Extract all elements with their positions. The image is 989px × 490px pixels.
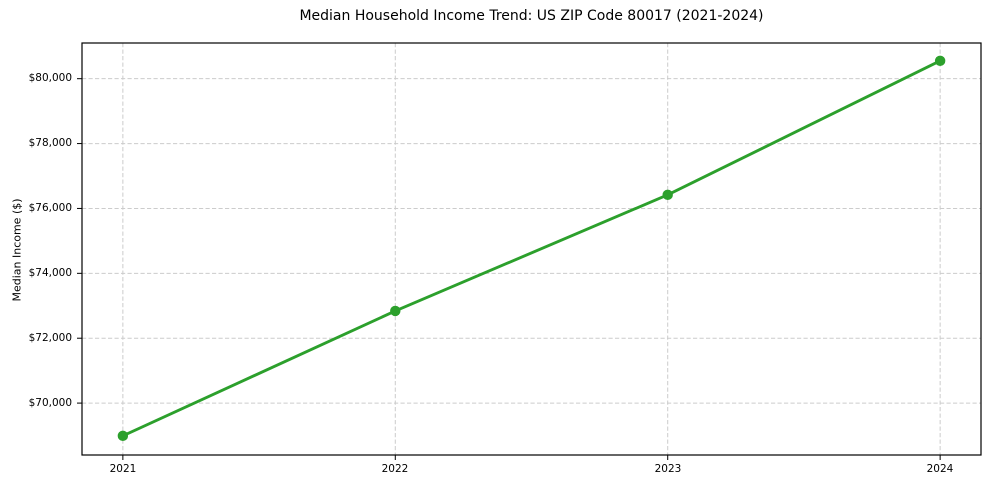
y-tick-label: $78,000 xyxy=(28,137,72,149)
x-tick-label: 2022 xyxy=(381,463,409,475)
y-tick-label: $76,000 xyxy=(28,202,72,214)
chart-title: Median Household Income Trend: US ZIP Co… xyxy=(299,8,764,24)
trend-line xyxy=(121,59,942,438)
data-point-marker xyxy=(934,55,946,67)
data-point-marker xyxy=(662,189,673,201)
x-tick-label: 2024 xyxy=(926,463,954,475)
y-tick-label: $70,000 xyxy=(28,397,72,409)
data-point-marker xyxy=(390,305,401,317)
y-tick-label: $72,000 xyxy=(28,332,72,344)
y-tick-label: $74,000 xyxy=(28,267,72,279)
plot-border xyxy=(81,42,982,456)
x-tick-label: 2021 xyxy=(109,463,137,475)
data-point-marker xyxy=(117,430,129,442)
y-tick-label: $80,000 xyxy=(28,72,72,84)
x-tick-label: 2023 xyxy=(654,463,682,475)
